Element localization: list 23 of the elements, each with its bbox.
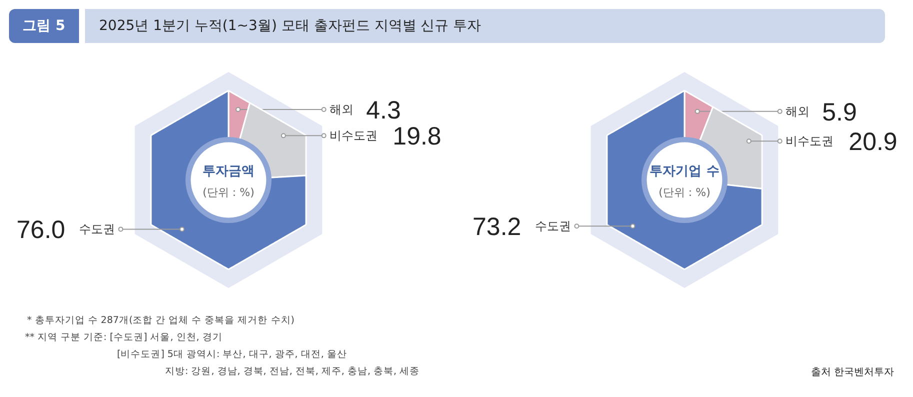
slice-label: 비수도권 — [330, 128, 378, 143]
text: 투자기업 수 — [650, 164, 720, 180]
text: ** 지역 구분 기준: [수도권] 서울, 인천, 경기 — [25, 331, 224, 345]
data-label: 73.2 — [472, 213, 522, 242]
data-label: 20.9 — [848, 128, 898, 156]
data-label: 76.0 — [16, 216, 66, 244]
slice-label: 해외 — [330, 102, 354, 117]
slice-label: 수도권 — [78, 222, 115, 236]
text: 투자금액 — [202, 164, 254, 180]
text: 2025년 1분기 누적(1~3월) 모태 출자펀드 지역별 신규 투자 — [85, 9, 885, 43]
caption: 그림 5 — [9, 9, 79, 43]
text: (단위 : %) — [658, 186, 710, 199]
text: * 총투자기업 수 287개(조합 간 업체 수 중복을 제거한 수치) — [27, 314, 296, 328]
text: [비수도권] 5대 광역시: 부산, 대구, 광주, 대전, 울산 — [117, 348, 348, 362]
text: (단위 : %) — [202, 186, 254, 199]
slice-label: 비수도권 — [786, 134, 834, 148]
source-note: 출처 한국벤처투자 — [810, 366, 894, 380]
data-label: 4.3 — [366, 96, 401, 125]
data-label: 19.8 — [392, 122, 442, 151]
text: 지방: 강원, 경남, 경북, 전남, 전북, 제주, 충남, 충북, 세종 — [165, 366, 420, 377]
slice-label: 해외 — [786, 104, 810, 118]
data-label: 5.9 — [822, 98, 857, 126]
slice-label: 수도권 — [534, 219, 571, 234]
